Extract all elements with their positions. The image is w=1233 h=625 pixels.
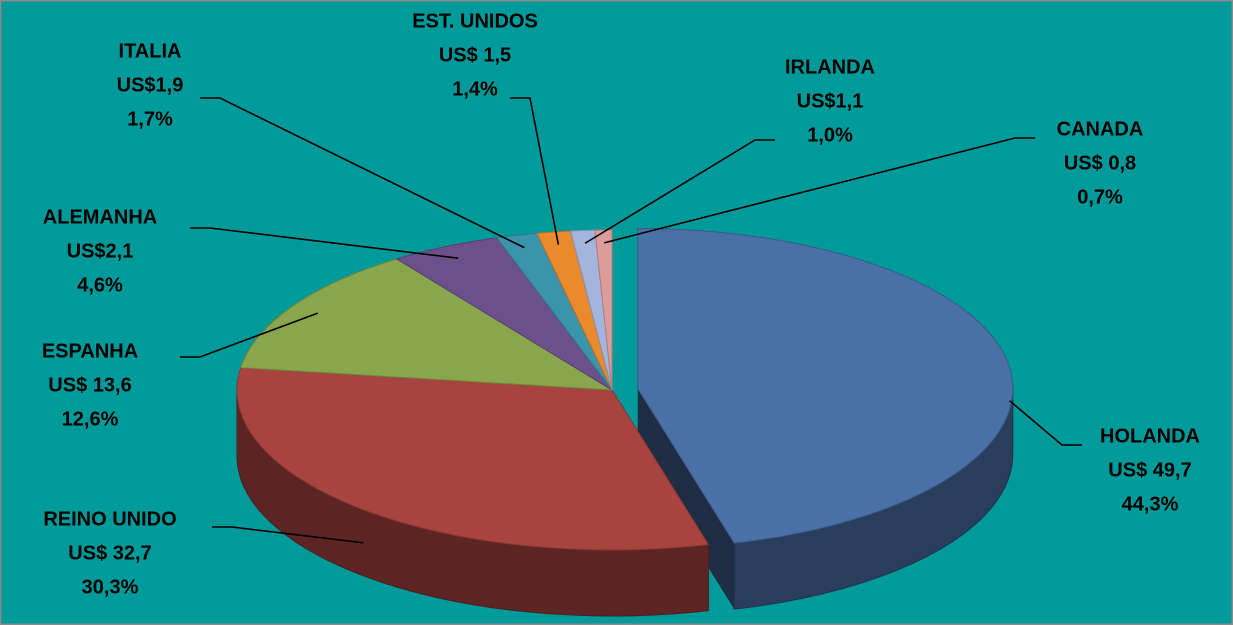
category-label: EST. UNIDOS xyxy=(412,10,538,32)
category-label: IRLANDA xyxy=(785,56,875,78)
slice-face xyxy=(637,388,735,610)
amount-label: US$ 0,8 xyxy=(1064,152,1136,174)
slice xyxy=(239,258,613,391)
leader-line xyxy=(212,526,364,544)
amount-label: US$2,1 xyxy=(67,240,134,262)
value-label: 1,0% xyxy=(807,124,853,146)
leader-line xyxy=(200,97,525,249)
value-label: 1,4% xyxy=(452,78,498,100)
category-label: ALEMANHA xyxy=(43,206,157,228)
value-label: 4,6% xyxy=(77,274,123,296)
leader-line xyxy=(584,139,775,244)
amount-label: US$ 13,6 xyxy=(48,374,131,396)
amount-label: US$ 1,5 xyxy=(439,44,511,66)
amount-label: US$1,9 xyxy=(117,74,184,96)
value-label: 1,7% xyxy=(127,108,173,130)
leader-line xyxy=(190,227,459,260)
value-label: 0,7% xyxy=(1077,186,1123,208)
leader-line xyxy=(510,97,560,245)
slice xyxy=(637,228,1014,544)
slice xyxy=(594,229,613,391)
leader-line xyxy=(1009,400,1082,446)
value-label: 44,3% xyxy=(1122,493,1179,515)
category-label: HOLANDA xyxy=(1100,425,1200,447)
category-label: ESPANHA xyxy=(42,340,138,362)
slice xyxy=(236,367,710,551)
category-label: ITALIA xyxy=(119,40,182,62)
amount-label: US$1,1 xyxy=(797,90,864,112)
value-label: 12,6% xyxy=(62,408,119,430)
amount-label: US$ 49,7 xyxy=(1108,459,1191,481)
category-label: REINO UNIDO xyxy=(43,508,176,530)
value-label: 30,3% xyxy=(82,576,139,598)
leader-line xyxy=(603,137,1035,244)
category-label: CANADA xyxy=(1057,118,1144,140)
leader-line xyxy=(180,312,319,358)
amount-label: US$ 32,7 xyxy=(68,542,151,564)
